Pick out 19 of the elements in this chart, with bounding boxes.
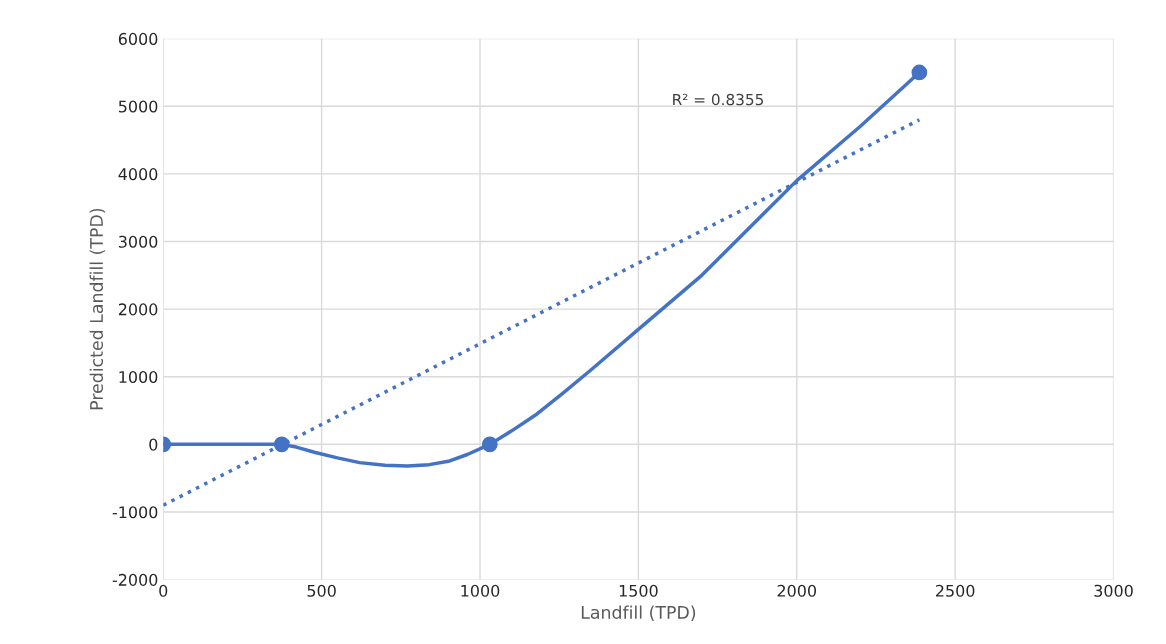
x-tick-label: 0: [159, 584, 168, 597]
y-tick-label: 3000: [118, 235, 158, 248]
y-tick-label: -2000: [112, 573, 158, 586]
y-axis-title: Predicted Landfill (TPD): [89, 208, 106, 410]
x-tick-label: 2000: [777, 584, 817, 597]
annotation: R² = 0.8355: [673, 93, 764, 106]
y-tick-label: 6000: [118, 32, 158, 45]
x-tick-label: 2500: [935, 584, 975, 597]
y-tick-label: 0: [149, 438, 158, 451]
x-axis-title: Landfill (TPD): [581, 605, 696, 621]
y-tick-label: 1000: [119, 370, 158, 384]
x-tick-label: 3000: [1094, 584, 1133, 597]
y-tick-label: 5000: [118, 100, 158, 113]
x-tick-label: 1500: [619, 584, 658, 597]
y-tick-label: -1000: [112, 506, 158, 519]
x-tick-label: 500: [307, 584, 336, 597]
y-tick-label: 2000: [118, 303, 158, 316]
x-tick-label: 1000: [461, 584, 500, 597]
y-tick-label: 4000: [118, 168, 158, 181]
